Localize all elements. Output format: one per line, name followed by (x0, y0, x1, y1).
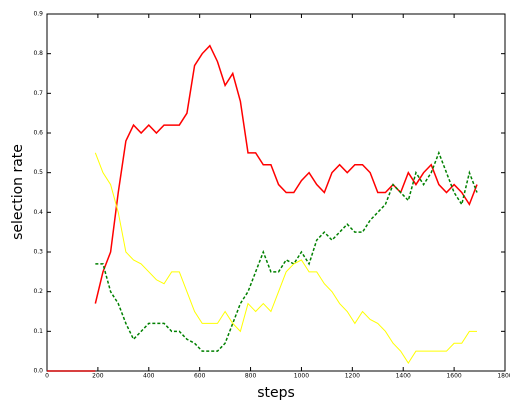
y-tick-label: 0.1 (33, 328, 43, 335)
y-tick-label: 0.4 (33, 209, 43, 216)
y-tick-label: 0.7 (33, 90, 43, 97)
y-tick-label: 0.8 (33, 50, 43, 57)
y-tick-label: 0.0 (33, 368, 43, 375)
plot-frame (46, 13, 506, 372)
x-tick-label: 1800 (497, 373, 510, 380)
x-tick-label: 800 (245, 373, 257, 380)
y-tick-label: 0.9 (33, 11, 43, 18)
series-line (94, 152, 478, 364)
y-tick-label: 0.2 (33, 288, 43, 295)
y-tick-label: 0.6 (33, 130, 43, 137)
series-line (95, 150, 478, 352)
x-tick-label: 1000 (294, 373, 309, 380)
y-tick-label: 0.5 (33, 169, 43, 176)
x-tick-label: 1600 (446, 373, 461, 380)
x-tick-label: 600 (194, 373, 206, 380)
series-line (94, 44, 478, 304)
y-axis-label: selection rate (10, 144, 26, 240)
x-tick-label: 0 (45, 373, 49, 380)
x-tick-label: 400 (143, 373, 155, 380)
x-tick-label: 1200 (345, 373, 360, 380)
x-axis-label: steps (257, 385, 295, 400)
x-tick-label: 1400 (396, 373, 411, 380)
y-tick-label: 0.3 (33, 249, 43, 256)
x-tick-label: 200 (92, 373, 104, 380)
